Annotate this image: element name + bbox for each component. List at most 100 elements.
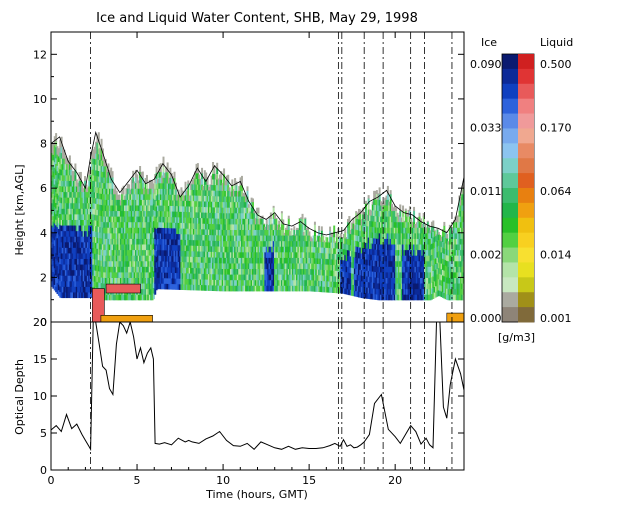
cloud-cell — [59, 291, 62, 298]
cloud-cell — [53, 136, 56, 140]
cloud-cell — [86, 264, 89, 271]
cloud-cell — [352, 256, 355, 263]
cloud-cell — [192, 200, 195, 207]
cloud-cell — [100, 265, 103, 272]
cloud-cell — [129, 204, 132, 212]
cloud-cell — [180, 272, 183, 279]
cloud-cell — [85, 213, 88, 220]
cloud-cell — [257, 229, 260, 236]
cloud-cell — [297, 235, 300, 242]
cloud-cell — [382, 266, 385, 273]
cloud-cell — [195, 183, 198, 191]
cloud-cell — [263, 285, 265, 292]
cloud-cell — [396, 249, 399, 256]
cloud-cell — [165, 266, 168, 273]
cloud-cell — [290, 235, 293, 242]
cloud-cell — [280, 211, 283, 214]
cloud-cell — [212, 229, 215, 236]
cloud-cell — [381, 288, 384, 295]
cloud-cell — [57, 256, 60, 263]
cloud-cell — [202, 206, 205, 213]
cloud-cell — [152, 270, 155, 277]
cloud-cell — [356, 229, 359, 236]
cloud-cell — [342, 243, 345, 250]
cloud-cell — [296, 235, 299, 242]
cloud-cell — [157, 210, 159, 217]
cloud-cell — [213, 217, 216, 225]
cloud-cell — [355, 234, 358, 241]
cloud-cell — [287, 285, 290, 292]
cloud-cell — [141, 260, 144, 267]
cloud-cell — [195, 217, 198, 224]
cloud-cell — [276, 225, 279, 231]
cloud-cell — [371, 265, 374, 272]
cloud-cell — [129, 210, 132, 217]
cloud-cell — [242, 195, 245, 203]
cloud-cell — [418, 232, 421, 239]
cloud-cell — [406, 216, 409, 223]
cloud-cell — [158, 238, 161, 245]
cloud-cell — [99, 176, 102, 183]
cloud-cell — [217, 262, 220, 269]
cloud-cell — [150, 243, 153, 251]
cloud-cell — [95, 158, 98, 165]
cloud-cell — [247, 235, 250, 242]
cloud-cell — [52, 276, 55, 284]
cloud-cell — [206, 256, 209, 263]
cloud-cell — [367, 253, 370, 260]
cloud-cell — [374, 190, 377, 194]
cloud-cell — [59, 246, 62, 253]
cloud-cell — [106, 188, 109, 195]
cloud-cell — [209, 245, 212, 252]
cloud-cell — [52, 176, 55, 183]
cloud-cell — [207, 223, 210, 230]
cloud-cell — [359, 269, 362, 276]
cloud-cell — [191, 183, 194, 190]
cloud-cell — [297, 257, 300, 264]
cloud-cell — [268, 285, 271, 292]
cloud-cell — [210, 175, 213, 180]
cloud-cell — [282, 229, 285, 236]
cloud-cell — [190, 272, 193, 280]
cloud-cell — [265, 223, 268, 231]
cloud-cell — [192, 256, 195, 263]
cloud-cell — [333, 242, 336, 249]
cloud-cell — [99, 148, 102, 155]
cloud-cell — [298, 285, 301, 292]
cloud-cell — [53, 256, 56, 263]
cloud-cell — [99, 153, 102, 161]
cloud-cell — [101, 266, 104, 273]
cloud-cell — [287, 240, 290, 247]
cloud-cell — [172, 188, 175, 195]
cloud-cell — [85, 191, 88, 198]
cloud-cell — [410, 294, 413, 301]
cloud-cell — [380, 266, 382, 273]
cloud-cell — [71, 208, 74, 215]
cloud-cell — [172, 199, 175, 207]
cloud-cell — [327, 241, 330, 249]
cloud-cell — [209, 223, 212, 230]
cloud-cell — [364, 225, 367, 232]
cloud-cell — [85, 252, 88, 260]
cloud-cell — [239, 257, 242, 264]
cloud-cell — [97, 136, 100, 144]
cloud-cell — [373, 220, 376, 228]
cloud-cell — [360, 219, 363, 220]
cloud-cell — [62, 236, 64, 243]
cloud-cell — [79, 269, 82, 276]
cloud-cell — [247, 207, 250, 214]
cloud-cell — [402, 216, 405, 223]
cloud-cell — [51, 163, 53, 170]
cloud-cell — [157, 243, 159, 251]
cloud-cell — [112, 210, 115, 217]
cloud-cell — [126, 271, 129, 278]
cloud-cell — [345, 271, 348, 278]
cloud-cell — [141, 182, 144, 189]
cloud-cell — [90, 280, 93, 287]
cloud-cell — [53, 211, 56, 218]
cloud-cell — [152, 226, 155, 233]
cloud-cell — [195, 163, 198, 168]
cloud-cell — [201, 184, 204, 191]
cloud-cell — [108, 199, 111, 206]
cloud-cell — [174, 266, 177, 274]
